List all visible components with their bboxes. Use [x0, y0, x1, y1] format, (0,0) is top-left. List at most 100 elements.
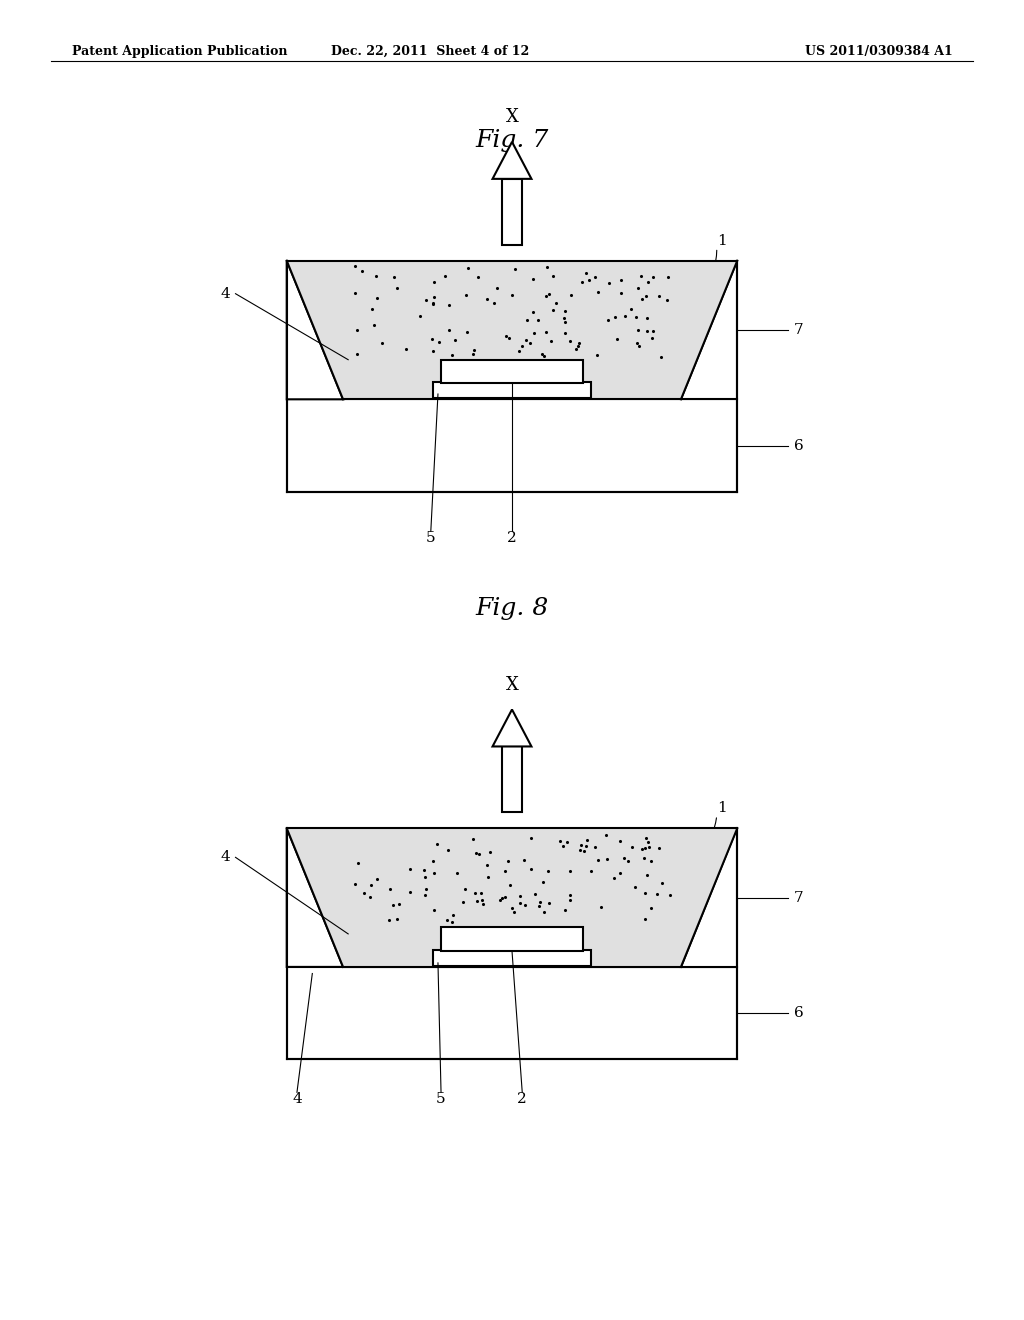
Point — [556, 308, 572, 329]
Point — [556, 301, 572, 322]
Point — [504, 284, 520, 305]
Point — [548, 292, 564, 313]
Polygon shape — [433, 950, 591, 966]
Point — [455, 891, 471, 912]
Point — [640, 271, 656, 292]
Text: 7: 7 — [794, 891, 803, 904]
Point — [459, 321, 475, 342]
Point — [502, 874, 518, 895]
Polygon shape — [441, 360, 583, 384]
Point — [600, 273, 616, 294]
Point — [538, 285, 554, 306]
Point — [562, 285, 579, 306]
Polygon shape — [287, 966, 737, 1059]
Point — [556, 312, 572, 333]
Point — [583, 861, 599, 882]
Point — [557, 899, 573, 920]
Point — [401, 882, 418, 903]
Point — [639, 865, 655, 886]
Point — [616, 847, 633, 869]
Point — [636, 847, 652, 869]
Point — [470, 267, 486, 288]
Point — [525, 301, 542, 322]
Point — [425, 851, 441, 873]
Point — [616, 305, 633, 326]
Text: 2: 2 — [507, 532, 517, 545]
Point — [425, 341, 441, 362]
Point — [644, 321, 660, 342]
Point — [609, 329, 626, 350]
Point — [536, 871, 552, 892]
Point — [398, 339, 415, 360]
Point — [347, 282, 364, 304]
Point — [525, 268, 542, 289]
Point — [523, 858, 540, 879]
Polygon shape — [502, 178, 522, 244]
Point — [385, 894, 401, 915]
Point — [574, 272, 591, 293]
Point — [368, 265, 384, 286]
Point — [624, 837, 640, 858]
Point — [511, 341, 527, 362]
Point — [428, 833, 444, 854]
Polygon shape — [493, 710, 531, 747]
Point — [551, 830, 567, 851]
Text: Fig. 8: Fig. 8 — [475, 598, 549, 620]
Point — [623, 298, 639, 319]
Point — [516, 895, 532, 916]
Point — [444, 345, 461, 366]
Point — [537, 902, 553, 923]
Point — [467, 883, 483, 904]
Point — [562, 330, 579, 351]
Text: Fig. 7: Fig. 7 — [475, 129, 549, 152]
Point — [480, 866, 497, 887]
Point — [649, 884, 666, 906]
Point — [479, 855, 496, 876]
Point — [366, 314, 382, 335]
Point — [540, 861, 556, 882]
Point — [362, 875, 379, 896]
Point — [388, 277, 404, 298]
Point — [559, 832, 575, 853]
Point — [424, 327, 440, 348]
Point — [638, 828, 654, 849]
Point — [653, 346, 670, 367]
Text: 4: 4 — [220, 850, 230, 865]
Text: 4: 4 — [220, 286, 230, 301]
Point — [631, 335, 647, 356]
Point — [526, 883, 543, 904]
Point — [606, 867, 623, 888]
Point — [643, 327, 659, 348]
Polygon shape — [287, 261, 737, 400]
Point — [642, 898, 658, 919]
Text: 6: 6 — [794, 438, 804, 453]
Point — [444, 904, 461, 925]
Point — [519, 309, 536, 330]
Point — [460, 257, 476, 279]
Point — [639, 308, 655, 329]
Point — [628, 306, 644, 327]
Point — [633, 265, 649, 286]
Point — [611, 862, 628, 883]
Point — [426, 272, 442, 293]
Text: 1: 1 — [717, 234, 727, 248]
Point — [600, 309, 616, 330]
Point — [654, 873, 671, 894]
Point — [521, 333, 538, 354]
Polygon shape — [681, 829, 737, 966]
Point — [662, 884, 678, 906]
Point — [641, 837, 657, 858]
Point — [349, 853, 366, 874]
Point — [381, 909, 397, 931]
Point — [441, 319, 458, 341]
Point — [412, 305, 428, 326]
Point — [578, 836, 594, 857]
Point — [512, 886, 528, 907]
Text: 5: 5 — [436, 1093, 445, 1106]
Text: 6: 6 — [794, 1006, 804, 1020]
Point — [659, 267, 676, 288]
Point — [659, 289, 676, 310]
Point — [498, 325, 514, 346]
Point — [522, 828, 539, 849]
Point — [361, 887, 378, 908]
